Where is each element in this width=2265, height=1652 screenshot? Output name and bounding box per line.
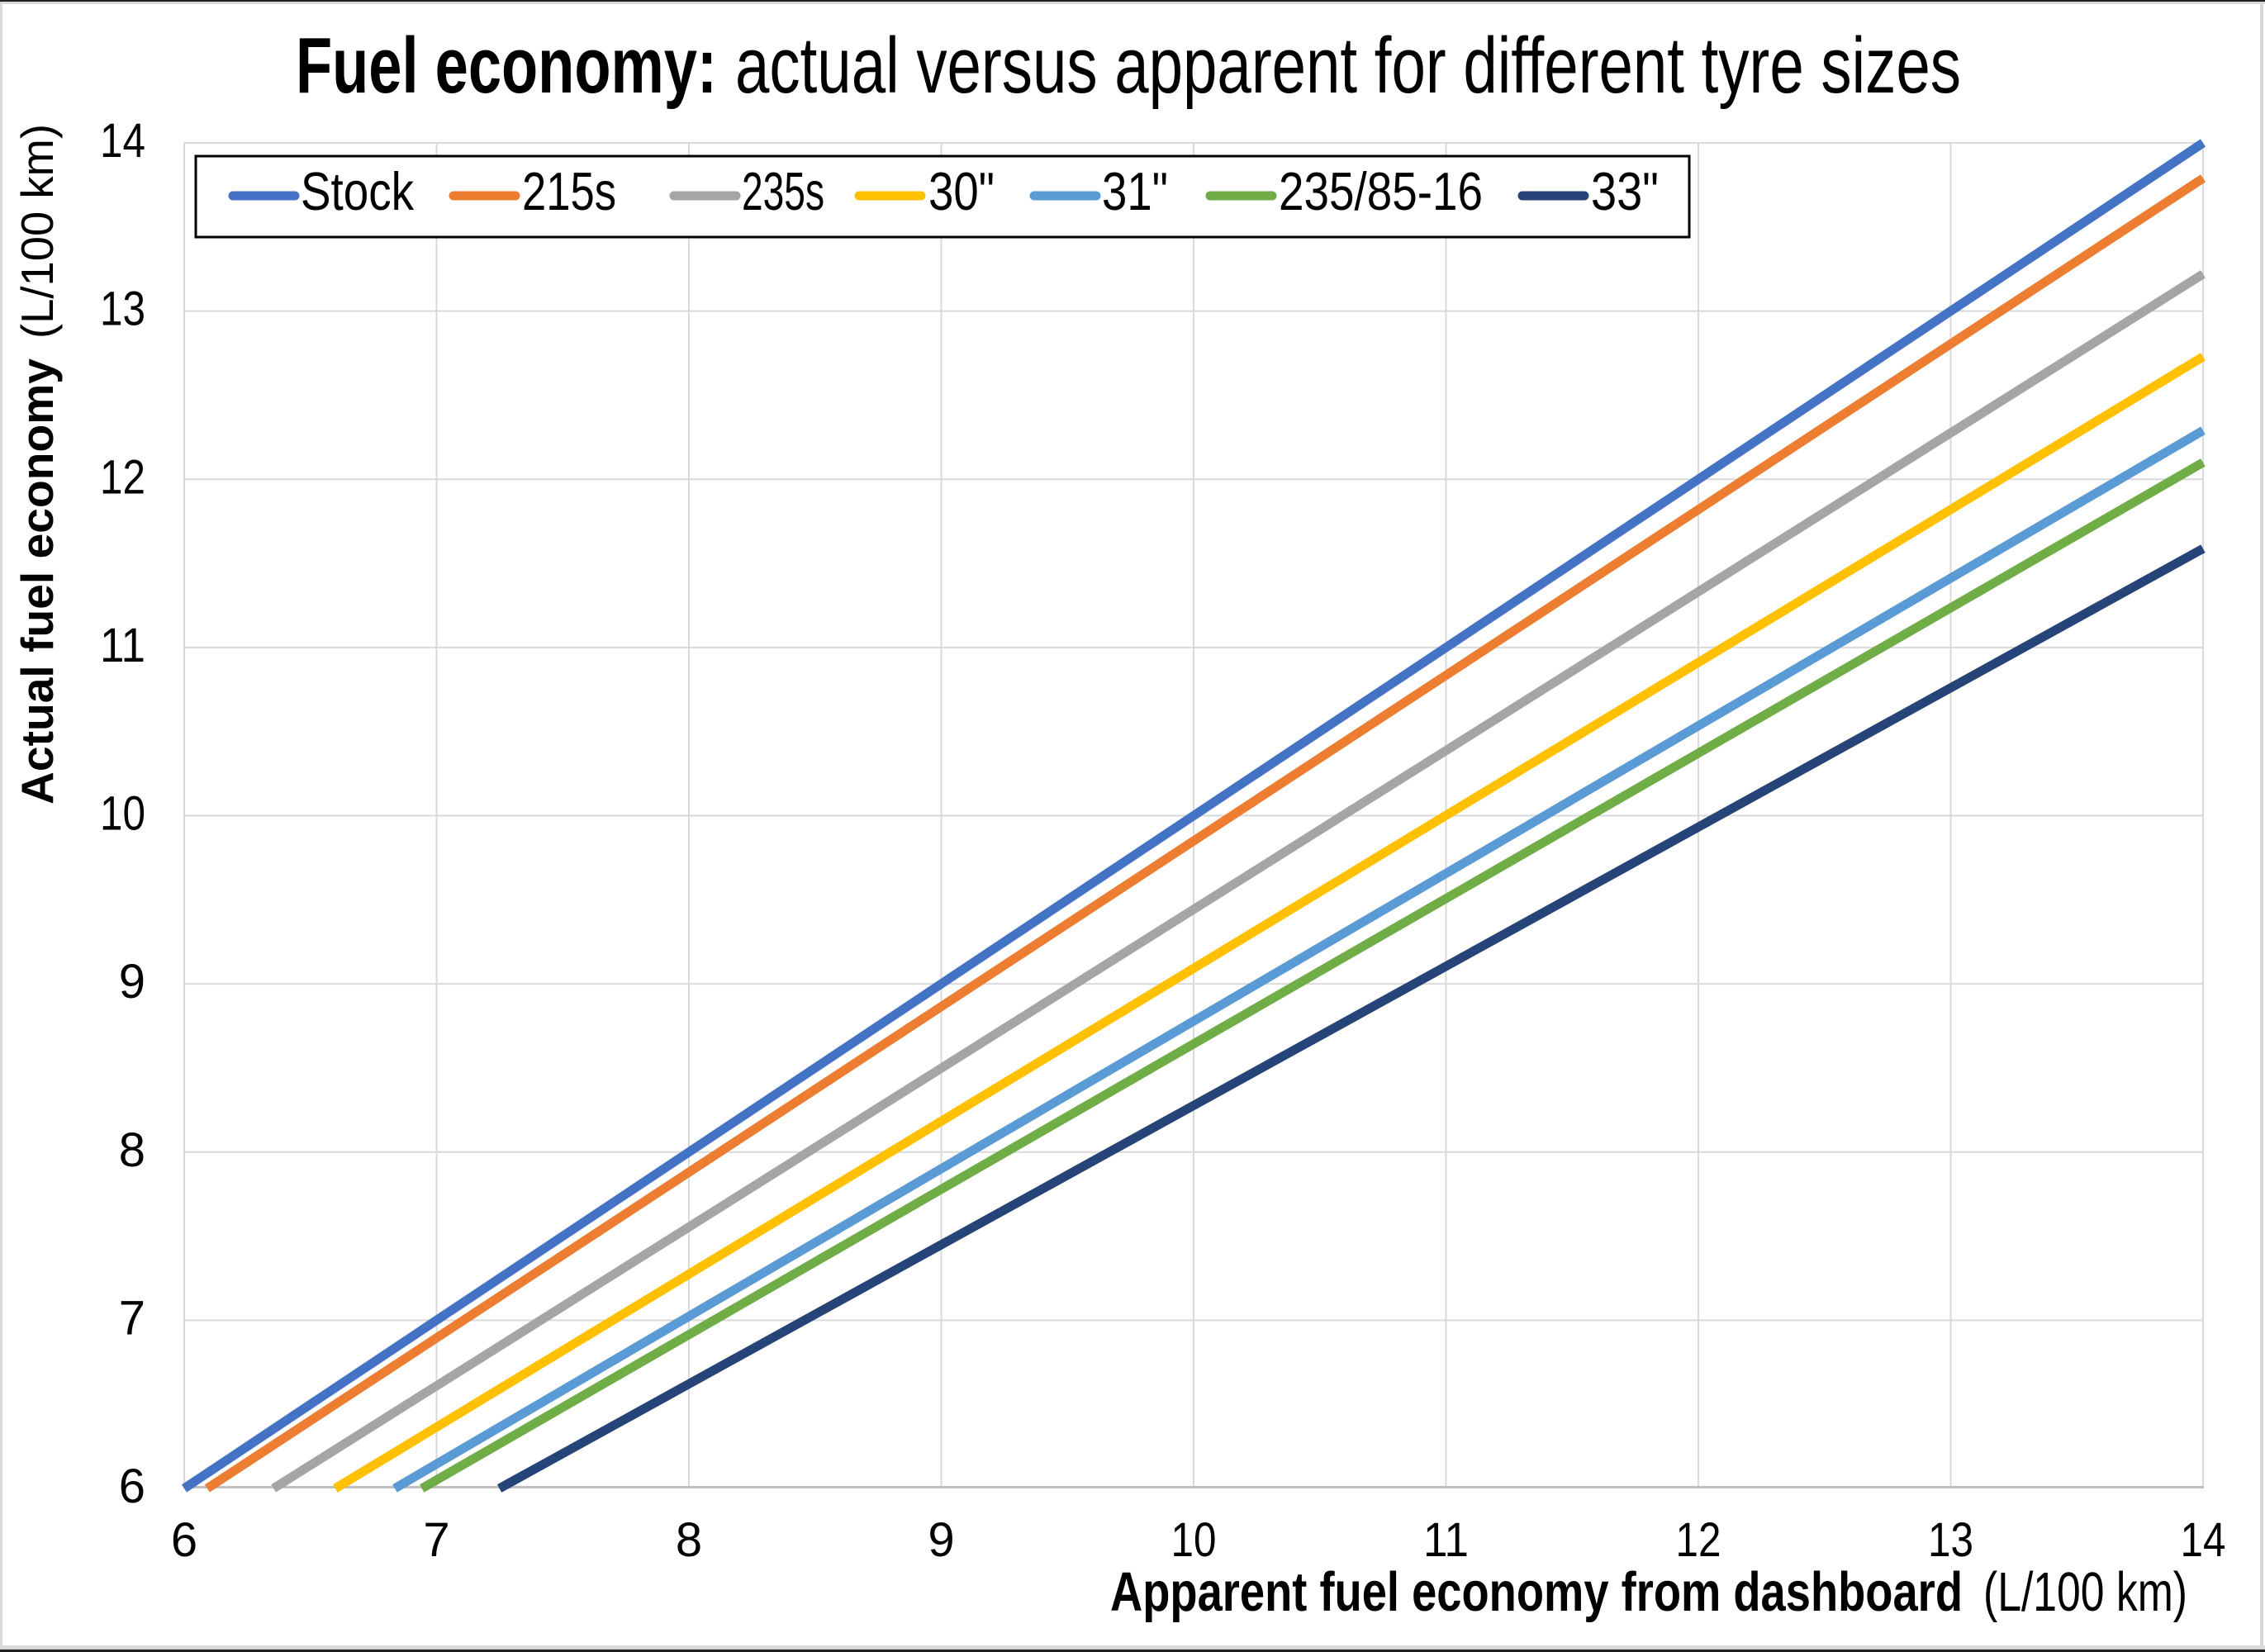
svg-text:(L/100 km): (L/100 km) xyxy=(1983,1561,2187,1623)
svg-text:13: 13 xyxy=(1928,1513,1973,1567)
svg-text:13: 13 xyxy=(100,282,145,336)
svg-text:14: 14 xyxy=(100,114,145,168)
svg-text:Fuel economy:: Fuel economy: xyxy=(296,21,717,110)
svg-text:9: 9 xyxy=(928,1513,954,1567)
svg-text:8: 8 xyxy=(119,1123,145,1177)
svg-text:12: 12 xyxy=(100,450,145,504)
svg-text:Actual fuel economy: Actual fuel economy xyxy=(12,358,63,805)
svg-text:8: 8 xyxy=(676,1513,702,1567)
svg-text:7: 7 xyxy=(423,1513,449,1567)
svg-text:33": 33" xyxy=(1591,161,1659,221)
svg-text:14: 14 xyxy=(2181,1513,2226,1567)
svg-text:(L/100 km): (L/100 km) xyxy=(12,124,63,339)
svg-text:215s: 215s xyxy=(522,161,616,221)
svg-text:7: 7 xyxy=(119,1291,145,1345)
svg-text:10: 10 xyxy=(100,787,145,841)
svg-text:6: 6 xyxy=(171,1513,197,1567)
svg-text:Apparent fuel economy from das: Apparent fuel economy from dashboard xyxy=(1110,1561,1963,1623)
svg-text:235s: 235s xyxy=(742,161,824,221)
svg-text:10: 10 xyxy=(1171,1513,1217,1567)
svg-text:30": 30" xyxy=(928,161,995,221)
svg-text:9: 9 xyxy=(119,955,145,1009)
svg-text:Stock: Stock xyxy=(301,161,414,221)
svg-text:actual versus apparent for dif: actual versus apparent for different tyr… xyxy=(735,21,1961,110)
svg-text:11: 11 xyxy=(1423,1513,1469,1567)
svg-text:12: 12 xyxy=(1676,1513,1721,1567)
svg-text:235/85-16: 235/85-16 xyxy=(1279,161,1483,221)
svg-text:11: 11 xyxy=(100,619,145,672)
svg-text:6: 6 xyxy=(119,1460,145,1513)
svg-text:31": 31" xyxy=(1102,161,1168,221)
